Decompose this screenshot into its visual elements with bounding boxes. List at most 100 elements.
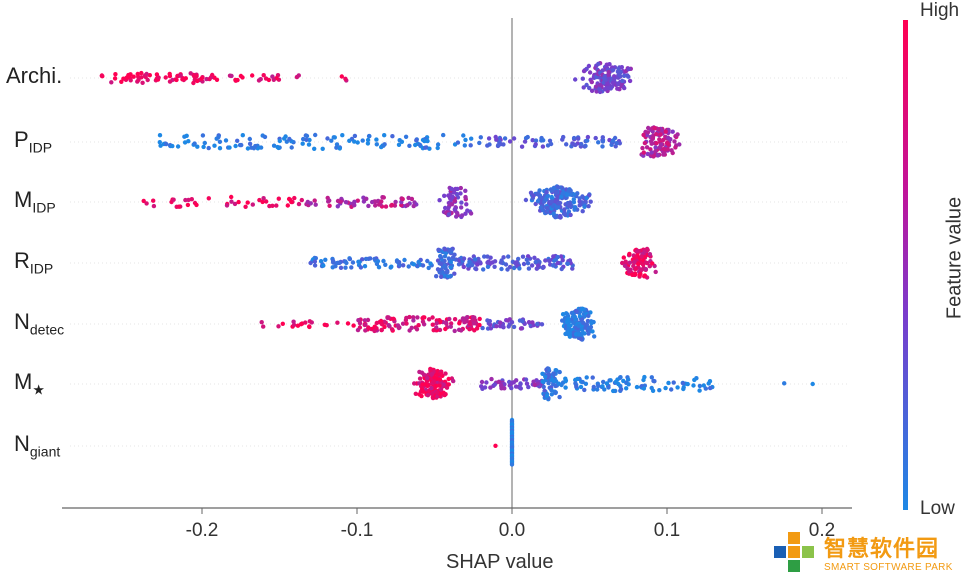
shap-point: [399, 202, 404, 208]
shap-point: [522, 139, 528, 144]
shap-point: [327, 203, 332, 208]
shap-point: [638, 271, 643, 277]
shap-point: [206, 196, 211, 201]
shap-point: [613, 379, 618, 385]
shap-point: [373, 203, 378, 208]
shap-point: [339, 74, 344, 79]
shap-point: [782, 381, 787, 386]
shap-point: [435, 145, 440, 151]
shap-point: [330, 258, 336, 264]
shap-point: [352, 199, 357, 204]
shap-point: [135, 71, 140, 77]
shap-point: [236, 199, 241, 205]
shap-point: [544, 189, 549, 195]
shap-point: [559, 382, 564, 388]
shap-point: [549, 199, 554, 204]
shap-point: [597, 86, 602, 92]
shap-point: [178, 73, 183, 78]
shap-point: [195, 78, 200, 84]
shap-point: [513, 384, 519, 389]
shap-point: [360, 138, 365, 143]
shap-point: [645, 130, 651, 135]
shap-point: [653, 145, 658, 150]
shap-point: [448, 324, 453, 329]
shap-point: [589, 320, 594, 326]
shap-point: [459, 200, 464, 205]
shap-point: [287, 136, 292, 142]
shap-point: [432, 375, 437, 380]
shap-point: [642, 273, 648, 278]
shap-point: [420, 315, 425, 321]
shap-point: [389, 202, 395, 208]
shap-point: [477, 322, 482, 328]
shap-point: [644, 246, 650, 252]
shap-point: [217, 146, 223, 151]
shap-point: [349, 265, 354, 270]
shap-point: [463, 137, 468, 143]
shap-point: [191, 80, 196, 86]
shap-point: [560, 191, 565, 196]
shap-point: [546, 372, 552, 377]
shap-point: [566, 316, 571, 322]
shap-point: [580, 306, 585, 312]
shap-point: [405, 203, 410, 208]
shap-point: [555, 254, 560, 260]
shap-point: [444, 385, 450, 390]
shap-point: [428, 368, 433, 373]
shap-point: [611, 388, 616, 394]
shap-point: [639, 254, 644, 259]
shap-point: [296, 73, 301, 78]
shap-point: [586, 63, 592, 69]
shap-point: [411, 318, 416, 323]
shap-point: [139, 75, 144, 80]
shap-point: [509, 462, 515, 467]
shap-point: [517, 385, 523, 390]
shap-point: [442, 247, 448, 252]
shap-point: [400, 321, 406, 326]
shap-point: [345, 321, 351, 326]
shap-point: [488, 385, 493, 390]
shap-point: [448, 259, 453, 265]
shap-point: [661, 152, 666, 157]
shap-point: [458, 191, 463, 196]
shap-point: [414, 138, 419, 143]
shap-point: [413, 142, 418, 148]
shap-point: [560, 258, 565, 263]
shap-point: [387, 324, 392, 329]
shap-point: [553, 368, 558, 373]
shap-point: [458, 328, 464, 333]
shap-point: [417, 381, 422, 386]
shap-point: [649, 385, 654, 391]
shap-point: [422, 138, 427, 144]
shap-point: [555, 260, 561, 266]
shap-point: [584, 375, 589, 380]
shap-point: [450, 255, 456, 260]
shap-point: [437, 270, 442, 275]
shap-point: [454, 214, 459, 219]
shap-point: [553, 198, 558, 203]
shap-point: [492, 382, 497, 387]
shap-point: [404, 315, 409, 321]
shap-point: [533, 201, 538, 207]
shap-point: [379, 327, 384, 333]
shap-point: [194, 73, 199, 79]
shap-point: [355, 140, 360, 145]
shap-point: [438, 261, 444, 266]
shap-point: [485, 254, 490, 259]
shap-point: [391, 316, 396, 321]
shap-point: [634, 384, 640, 390]
shap-point: [485, 143, 490, 148]
shap-point: [358, 265, 364, 270]
shap-point: [379, 199, 384, 204]
shap-point: [600, 384, 605, 389]
shap-point: [318, 259, 324, 264]
shap-point: [374, 142, 379, 147]
shap-point: [551, 378, 556, 384]
feature-label: Ndetec: [14, 309, 65, 338]
shap-point: [276, 145, 281, 151]
shap-point: [227, 145, 232, 150]
shap-point: [206, 145, 211, 151]
shap-point: [469, 136, 474, 141]
shap-point: [389, 327, 395, 332]
shap-point: [654, 132, 659, 137]
